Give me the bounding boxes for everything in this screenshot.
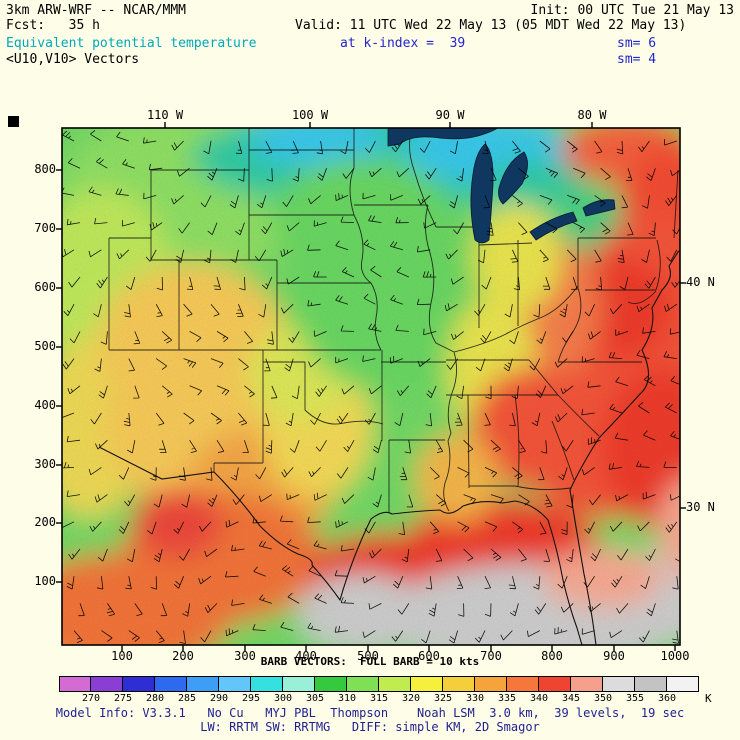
state-borders [108, 128, 679, 513]
y-axis-right-label: 40 N [686, 275, 715, 289]
field-title: Equivalent potential temperature [6, 36, 257, 51]
lake-michigan [470, 143, 494, 244]
field-subtitle: at k-index = 39 [340, 36, 466, 51]
colorbar-label: 270 [81, 693, 101, 704]
colorbar [59, 676, 699, 692]
colorbar-cell [635, 676, 667, 692]
y-axis-left-label: 600 [34, 280, 56, 294]
wind-barbs [62, 130, 680, 644]
x-axis-top-label: 100 W [291, 108, 329, 122]
valid-time: Valid: 11 UTC Wed 22 May 13 (05 MDT Wed … [295, 18, 687, 33]
x-axis-bottom-label: 500 [357, 649, 379, 663]
colorbar-label: 290 [209, 693, 229, 704]
colorbar-cell [507, 676, 539, 692]
colorbar-cell [91, 676, 123, 692]
great-lakes [387, 128, 616, 244]
x-axis-top-label: 90 W [435, 108, 465, 122]
y-axis-left-label: 100 [34, 574, 56, 588]
colorbar-cell [411, 676, 443, 692]
x-axis-top-label: 110 W [146, 108, 184, 122]
axis-ticks [56, 122, 686, 651]
colorbar-cell [251, 676, 283, 692]
colorbar-cell [187, 676, 219, 692]
colorbar-cell [123, 676, 155, 692]
barb-caption: BARB VECTORS: FULL BARB = 10 kts [260, 655, 480, 668]
colorbar-cell [379, 676, 411, 692]
init-time: Init: 00 UTC Tue 21 May 13 [530, 3, 735, 18]
colorbar-label: 275 [113, 693, 133, 704]
colorbar-label: 345 [561, 693, 581, 704]
colorbar-label: 360 [657, 693, 677, 704]
y-axis-left-label: 800 [34, 162, 56, 176]
colorbar-label: 295 [241, 693, 261, 704]
model-info-line1: Model Info: V3.3.1 No Cu MYJ PBL Thompso… [55, 706, 685, 720]
lake-superior [387, 128, 499, 147]
y-axis-left-label: 400 [34, 398, 56, 412]
colorbar-label: 350 [593, 693, 613, 704]
model-info-line2: LW: RRTM SW: RRTMG DIFF: simple KM, 2D S… [200, 720, 540, 734]
y-axis-right-label: 30 N [686, 500, 715, 514]
plot-frame [61, 127, 681, 646]
colorbar-unit: K [705, 692, 712, 705]
y-axis-left-label: 200 [34, 515, 56, 529]
model-title: 3km ARW-WRF -- NCAR/MMM [6, 3, 187, 18]
colorbar-label: 285 [177, 693, 197, 704]
colorbar-cell [667, 676, 699, 692]
x-axis-bottom-label: 200 [172, 649, 194, 663]
x-axis-bottom-label: 600 [418, 649, 440, 663]
smooth-top: sm= 6 [617, 36, 657, 51]
lake-erie [529, 211, 578, 241]
colorbar-cell [347, 676, 379, 692]
field-texture [62, 128, 680, 645]
colorbar-cell [443, 676, 475, 692]
colorbar-label: 340 [529, 693, 549, 704]
x-axis-bottom-label: 700 [480, 649, 502, 663]
x-axis-bottom-label: 400 [295, 649, 317, 663]
forecast-hour: Fcst: 35 h [6, 18, 100, 33]
x-axis-bottom-label: 100 [111, 649, 133, 663]
colorbar-cell [603, 676, 635, 692]
colorbar-label: 310 [337, 693, 357, 704]
y-axis-left-label: 300 [34, 457, 56, 471]
x-axis-bottom-label: 800 [541, 649, 563, 663]
colorbar-label: 330 [465, 693, 485, 704]
colorbar-cell [155, 676, 187, 692]
y-axis-left-label: 700 [34, 221, 56, 235]
colorbar-label: 325 [433, 693, 453, 704]
colorbar-cell [539, 676, 571, 692]
lake-huron [498, 151, 528, 205]
corner-mark [8, 116, 19, 127]
x-axis-bottom-label: 1000 [660, 649, 690, 663]
colorbar-label: 335 [497, 693, 517, 704]
colorbar-cell [571, 676, 603, 692]
x-axis-top-label: 80 W [577, 108, 607, 122]
colorbar-label: 320 [401, 693, 421, 704]
y-axis-left-label: 500 [34, 339, 56, 353]
colorbar-cell [475, 676, 507, 692]
smooth-bottom: sm= 4 [617, 52, 657, 67]
colorbar-cell [59, 676, 91, 692]
x-axis-bottom-label: 300 [234, 649, 256, 663]
colorbar-label: 300 [273, 693, 293, 704]
colorbar-cell [315, 676, 347, 692]
colorbar-cell [219, 676, 251, 692]
colorbar-label: 280 [145, 693, 165, 704]
vector-label: <U10,V10> Vectors [6, 52, 140, 67]
lake-ontario [582, 199, 616, 217]
colorbar-label: 305 [305, 693, 325, 704]
colorbar-label: 355 [625, 693, 645, 704]
x-axis-bottom-label: 900 [603, 649, 625, 663]
colorbar-label: 315 [369, 693, 389, 704]
colorbar-cell [283, 676, 315, 692]
